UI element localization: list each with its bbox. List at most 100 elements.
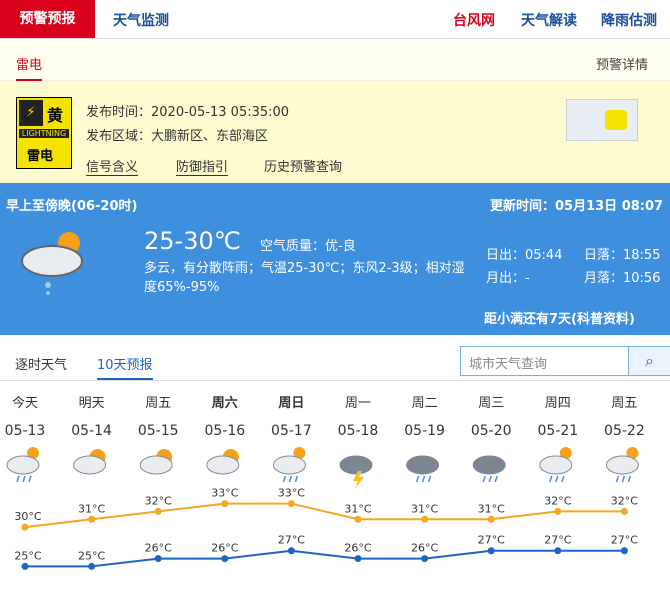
search-button[interactable]: ⌕ (628, 347, 670, 375)
icon-cloud (539, 455, 573, 475)
temp-point (620, 507, 628, 515)
temp-label: 31°C (78, 502, 105, 515)
temp-label: 32°C (145, 494, 172, 507)
icon-rain (627, 475, 632, 483)
day-label: 周二 (412, 396, 438, 411)
temp-point (620, 547, 628, 555)
day-label: 周四 (545, 396, 571, 411)
nav-tab[interactable]: 天气监测 (113, 13, 169, 29)
icon-rain (282, 475, 287, 483)
day-label: 周五 (145, 396, 171, 411)
date-label: 05-15 (138, 423, 179, 439)
icon-sun (559, 447, 572, 459)
temp-point (154, 507, 162, 515)
warning-link[interactable]: 信号含义 (86, 156, 139, 176)
sign-icon: ⚡ (19, 100, 43, 126)
date-label: 05-20 (471, 423, 512, 439)
warning-link[interactable]: 历史预警查询 (264, 160, 343, 175)
nav-link[interactable]: 台风网 (453, 13, 495, 29)
date-label: 05-14 (71, 423, 112, 439)
day-label: 周日 (278, 396, 304, 411)
icon-cloud (339, 455, 373, 475)
temp-label: 31°C (344, 502, 371, 515)
icon-cloud (272, 455, 306, 475)
temp-label: 31°C (478, 502, 505, 515)
temp-label: 33°C (211, 487, 238, 500)
map-area (605, 110, 627, 130)
temp-label: 33°C (278, 487, 305, 500)
temp-point (554, 547, 562, 555)
date-label: 05-21 (537, 423, 578, 439)
temp-label: 32°C (611, 494, 638, 507)
temp-label: 27°C (544, 534, 571, 547)
icon-rain (427, 475, 432, 483)
temp-point (554, 507, 562, 515)
temp-point (221, 555, 229, 563)
tab[interactable]: 10天预报 (97, 354, 153, 380)
temp-label: 27°C (611, 534, 638, 547)
icon-sun (27, 447, 39, 459)
temp-point (21, 562, 29, 570)
warning-link[interactable]: 防御指引 (176, 156, 229, 176)
icon-rain (561, 475, 565, 483)
forecast-chart: 今天 05-13 明天 05-14 周五 05-15 周六 05-16 周日 05-17 周一 05-… (5, 395, 645, 570)
search-placeholder: 城市天气查询 (469, 357, 548, 372)
temp-point (88, 562, 96, 570)
warning-map[interactable] (566, 99, 638, 141)
temp-point (421, 515, 429, 523)
nav-link[interactable]: 天气解读 (521, 13, 577, 29)
divider (0, 380, 670, 381)
day-label: 明天 (79, 396, 105, 411)
today-icon (21, 232, 83, 295)
temp-point (487, 515, 495, 523)
temp-point (154, 555, 162, 563)
icon-rain (494, 475, 498, 483)
day-label: 周五 (611, 396, 637, 411)
today-panel: 早上至傍晚(06-20时) 更新时间：05月13日 08:07 25-30℃ 空… (0, 183, 670, 335)
day-label: 今天 (12, 395, 38, 411)
date-label: 05-18 (338, 423, 379, 439)
icon-rain (28, 475, 32, 483)
date-label: 05-22 (604, 423, 645, 439)
updated: 更新时间：05月13日 08:07 (490, 199, 664, 214)
icon-sun (626, 447, 639, 459)
tab[interactable]: 逐时天气 (15, 358, 68, 373)
sign-level: 黄 (47, 106, 64, 125)
warning-time: 发布时间：2020-05-13 05:35:00 (86, 105, 290, 120)
temp-point (287, 500, 295, 508)
icon-cloud (406, 455, 440, 475)
day-label: 周六 (212, 395, 238, 411)
temp-label: 26°C (145, 542, 172, 555)
day-label: 周一 (345, 396, 371, 411)
temp-point (287, 547, 295, 555)
icon-rain (549, 475, 553, 483)
icon-rain (294, 475, 299, 483)
description: 多云，有分散阵雨；气温25-30℃；东风2-3级；相对湿度65%-95% (144, 261, 465, 295)
temp-label: 27°C (278, 534, 305, 547)
temp-label: 31°C (411, 502, 438, 515)
temp-label: 25°C (78, 549, 105, 562)
icon-bolt (353, 471, 364, 489)
temp-point (221, 500, 229, 508)
nav-tab[interactable]: 预警预报 (0, 0, 95, 38)
warning-panel (0, 81, 670, 183)
warning-tab[interactable]: 雷电 (16, 54, 43, 81)
temp-point (354, 515, 362, 523)
sign-name: 雷电 (27, 149, 54, 164)
solar-term[interactable]: 距小满还有7天(科普资料) (484, 312, 635, 327)
search-box[interactable]: 城市天气查询 ⌕ (460, 346, 670, 376)
temp-label: 27°C (478, 534, 505, 547)
temp-point (21, 523, 29, 531)
date-label: 05-13 (5, 423, 46, 439)
icon-rain (555, 475, 559, 483)
temp-label: 26°C (344, 542, 371, 555)
temp-label: 30°C (14, 510, 41, 523)
warning-detail[interactable]: 预警详情 (596, 58, 649, 73)
date-label: 05-16 (204, 423, 245, 439)
icon-cloud (605, 455, 639, 475)
icon-rain (22, 475, 26, 483)
nav-link[interactable]: 降雨估测 (601, 13, 657, 29)
icon-rain (288, 475, 293, 483)
temp-point (354, 555, 362, 563)
